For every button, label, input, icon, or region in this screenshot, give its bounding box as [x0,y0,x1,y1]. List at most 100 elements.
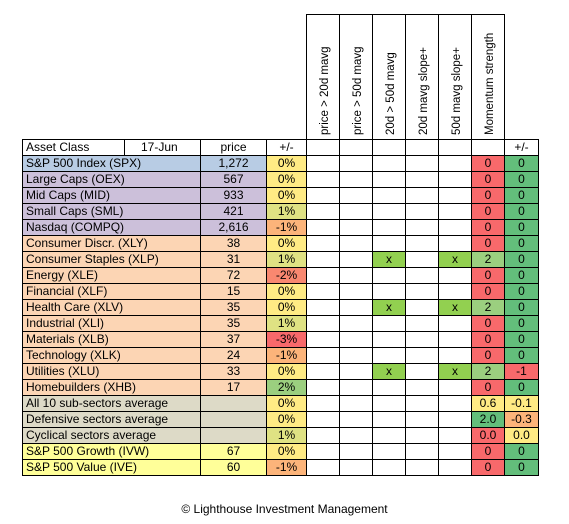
indicator-cell [405,459,439,476]
indicator-cell [339,203,373,220]
indicator-cell: x [372,363,406,380]
table-row: Large Caps (OEX) 567 0% 0 0 [22,171,539,188]
change-value: 1% [266,427,307,444]
indicator-cell [438,379,472,396]
asset-name: Materials (XLB) [22,331,201,348]
indicator-cell [438,283,472,300]
indicator-cell: x [438,363,472,380]
indicator-cell [372,331,406,348]
ind-header-4 [405,139,439,156]
indicator-cell [372,267,406,284]
indicator-cell [405,363,439,380]
indicator-cell [306,411,340,428]
momentum-table: Asset Class 17-Jun price +/- +/- S&P 500… [22,139,539,476]
momentum-change-value: 0 [504,443,539,460]
change-value: 0% [266,395,307,412]
indicator-cell [438,331,472,348]
price-value: 35 [200,299,267,316]
indicator-cell [438,427,472,444]
table-row: Utilities (XLU) 33 0% x x 2 -1 [22,363,539,380]
asset-name: Nasdaq (COMPQ) [22,219,201,236]
ind-header-3 [372,139,406,156]
table-row: Defensive sectors average 0% 2.0 -0.3 [22,411,539,428]
ind-header-5 [438,139,472,156]
price-value [200,427,267,444]
momentum-value: 0.0 [471,427,505,444]
table-row: Technology (XLK) 24 -1% 0 0 [22,347,539,364]
indicator-cell [306,395,340,412]
indicator-cell [339,267,373,284]
momentum-value: 0.6 [471,395,505,412]
momentum-value: 0 [471,155,505,172]
indicator-cell [306,155,340,172]
indicator-cell [405,299,439,316]
copyright-footer: © Lighthouse Investment Management [181,502,388,516]
indicator-cell [306,203,340,220]
indicator-label-4: 20d mavg slope+ [418,47,430,135]
indicator-cell [405,331,439,348]
momentum-change-value: 0 [504,347,539,364]
indicator-label-2: price > 50d mavg [352,46,364,135]
price-value: 17 [200,379,267,396]
price-value [200,411,267,428]
asset-name: Large Caps (OEX) [22,171,201,188]
momentum-change-value: 0 [504,251,539,268]
indicator-cell [405,235,439,252]
indicator-cell [306,299,340,316]
momentum-value: 0 [471,203,505,220]
indicator-cell [438,267,472,284]
momentum-value: 0 [471,459,505,476]
indicator-cell [339,315,373,332]
indicator-cell [339,299,373,316]
indicator-cell [438,395,472,412]
table-row: Materials (XLB) 37 -3% 0 0 [22,331,539,348]
momentum-value: 0 [471,283,505,300]
indicator-cell [306,171,340,188]
momentum-change-value: -1 [504,363,539,380]
indicator-cell [438,203,472,220]
indicator-cell [372,379,406,396]
change-value: -3% [266,331,307,348]
change-value: 0% [266,363,307,380]
asset-class-header: Asset Class 17-Jun [22,139,201,156]
price-value: 38 [200,235,267,252]
change-value: 0% [266,299,307,316]
indicator-cell [339,459,373,476]
table-row: S&P 500 Growth (IVW) 67 0% 0 0 [22,443,539,460]
price-header: price [200,139,267,156]
momentum-change-value: 0 [504,219,539,236]
indicator-cell [405,315,439,332]
momentum-change-value: 0.0 [504,427,539,444]
indicator-label-5-box: 50d mavg slope+ [438,14,472,141]
price-value: 421 [200,203,267,220]
indicator-cell [372,443,406,460]
indicator-cell [405,283,439,300]
indicator-label-4-box: 20d mavg slope+ [405,14,439,141]
change-value: 0% [266,187,307,204]
momentum-change-value: 0 [504,315,539,332]
indicator-cell [372,427,406,444]
indicator-cell [339,283,373,300]
change-value: -1% [266,347,307,364]
price-value: 933 [200,187,267,204]
table-row: Homebuilders (XHB) 17 2% 0 0 [22,379,539,396]
indicator-label-3-box: 20d > 50d mavg [372,14,406,141]
table-row: Mid Caps (MID) 933 0% 0 0 [22,187,539,204]
indicator-cell [339,347,373,364]
table-row: Cyclical sectors average 1% 0.0 0.0 [22,427,539,444]
momentum-label: Momentum strength [484,32,496,135]
momentum-value: 0 [471,219,505,236]
indicator-cell [372,171,406,188]
price-value: 33 [200,363,267,380]
asset-name: Financial (XLF) [22,283,201,300]
indicator-cell [372,235,406,252]
indicator-cell [306,459,340,476]
indicator-cell [372,203,406,220]
momentum-change-value: -0.3 [504,411,539,428]
indicator-cell [306,235,340,252]
momentum-change-value: 0 [504,235,539,252]
change-value: 1% [266,315,307,332]
price-value: 567 [200,171,267,188]
indicator-cell [306,251,340,268]
indicator-cell: x [372,251,406,268]
